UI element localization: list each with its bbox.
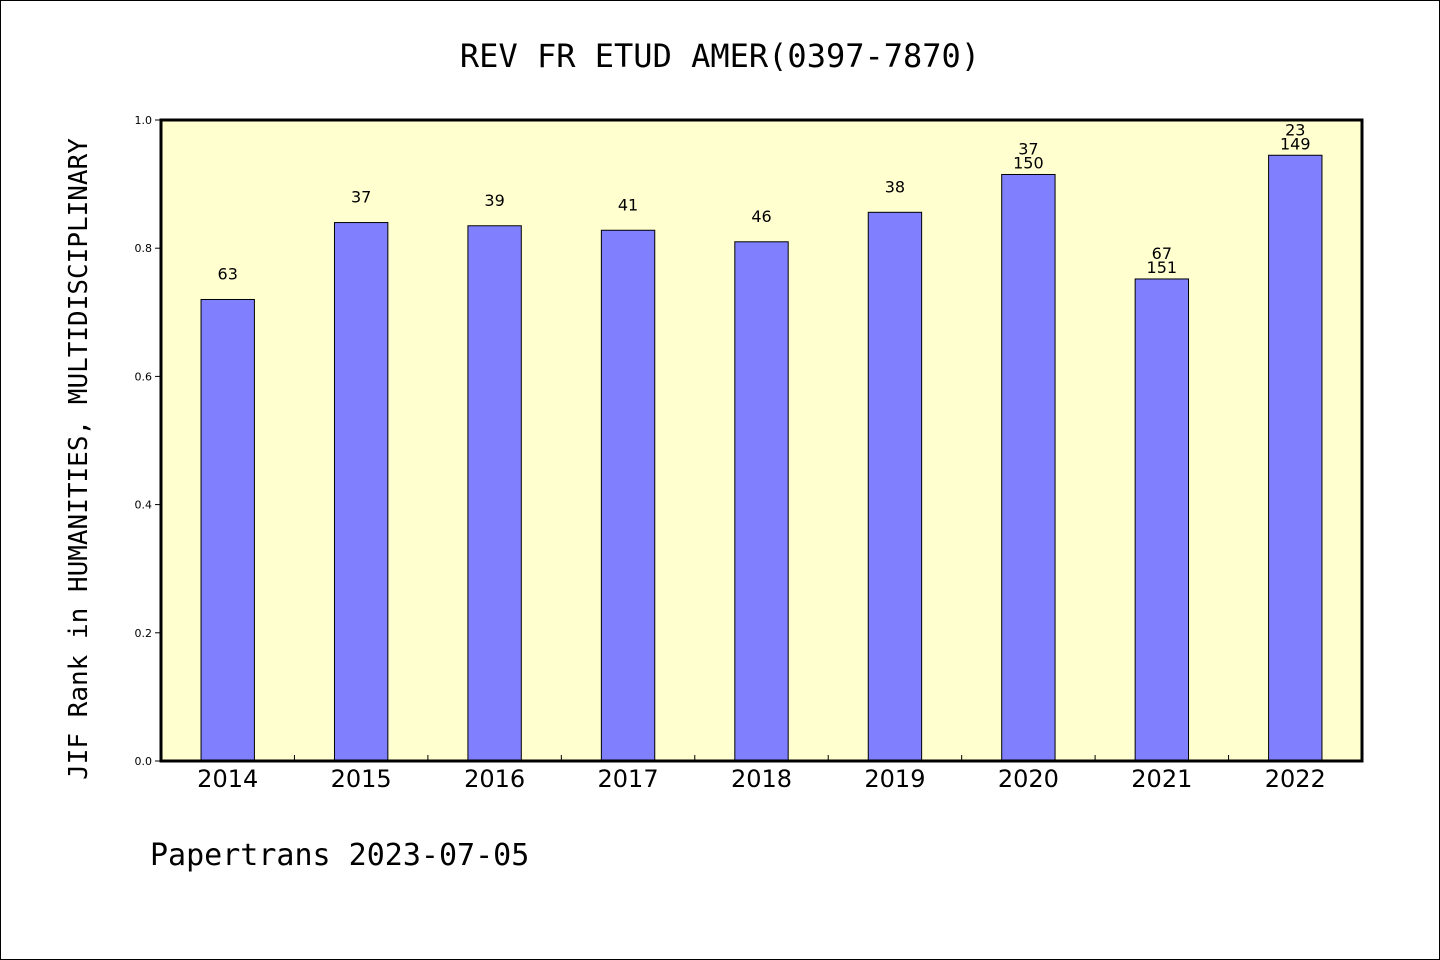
bar-2020 (1001, 173, 1056, 762)
bar-value-label: 37 (1018, 139, 1038, 158)
bar-value-label: 149 (1280, 134, 1311, 153)
bar-2021 (1134, 278, 1190, 762)
chart-title: REV FR ETUD AMER(0397-7870) (460, 37, 980, 75)
bar-value-label: 23 (1285, 120, 1305, 139)
plot-frame (159, 118, 1364, 763)
footer-credit: Papertrans 2023-07-05 (150, 838, 529, 873)
bars (200, 154, 1323, 762)
bar-2019 (867, 211, 923, 762)
y-tick-label: 0.0 (135, 755, 153, 768)
bar-value-label: 151 (1147, 258, 1178, 277)
y-tick-label: 0.2 (135, 627, 153, 640)
x-category-label: 2019 (864, 765, 925, 793)
x-category-label: 2022 (1265, 765, 1326, 793)
bar-2018 (734, 241, 789, 762)
bar-2015 (333, 222, 389, 762)
bar-2017 (600, 229, 656, 762)
bar-value-label: 37 (351, 188, 371, 207)
bar-value-label: 67 (1152, 244, 1172, 263)
bar-value-label: 41 (618, 195, 638, 214)
x-category-label: 2014 (197, 765, 258, 793)
bar-2022 (1268, 154, 1323, 762)
x-category-label: 2018 (731, 765, 792, 793)
x-category-label: 2017 (598, 765, 659, 793)
x-category-label: 2021 (1131, 765, 1192, 793)
bar-value-label: 63 (218, 264, 238, 283)
x-category-label: 2015 (331, 765, 392, 793)
bar-value-label: 150 (1013, 153, 1044, 172)
y-tick-label: 0.6 (135, 370, 153, 383)
y-tick-label: 0.8 (135, 242, 153, 255)
x-category-label: 2016 (464, 765, 525, 793)
x-axis-categories: 2014 2015 2016 2017 2018 2019 2020 2021 2022 (197, 765, 1326, 793)
y-axis-label: JIF Rank in HUMANITIES, MULTIDISCIPLINAR… (64, 138, 94, 780)
y-tick-label: 0.4 (135, 499, 153, 512)
bar-value-label: 38 (885, 177, 905, 196)
bar-value-label: 39 (484, 191, 504, 210)
x-category-label: 2020 (998, 765, 1059, 793)
bar-2016 (467, 225, 522, 762)
bar-2014 (200, 298, 255, 762)
y-tick-label: 1.0 (135, 114, 153, 127)
bar-value-label: 46 (751, 207, 771, 226)
